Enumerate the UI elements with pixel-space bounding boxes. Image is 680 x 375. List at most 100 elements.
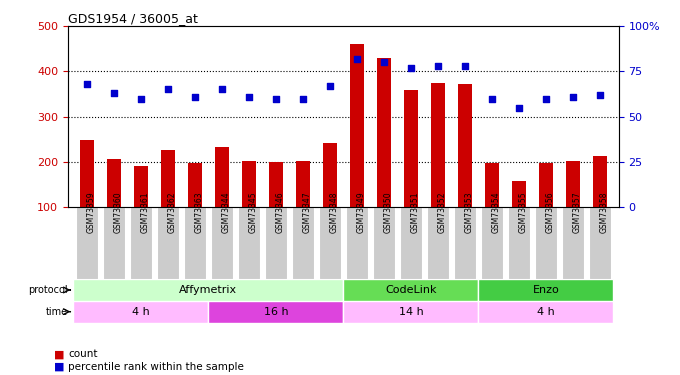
- Text: GSM73356: GSM73356: [546, 192, 555, 234]
- Text: GSM73351: GSM73351: [411, 192, 420, 233]
- Bar: [485, 163, 498, 207]
- Text: count: count: [68, 350, 97, 359]
- Point: [486, 96, 497, 102]
- Bar: [188, 163, 202, 207]
- Point: [541, 96, 551, 102]
- Point: [379, 59, 390, 65]
- Bar: [479, 301, 613, 322]
- Text: protocol: protocol: [28, 285, 67, 295]
- Point: [513, 105, 524, 111]
- Bar: [265, 207, 287, 279]
- Bar: [103, 207, 125, 279]
- Bar: [535, 207, 557, 279]
- Text: GSM73361: GSM73361: [141, 192, 150, 233]
- Text: GSM73345: GSM73345: [249, 192, 258, 234]
- Point: [271, 96, 282, 102]
- Bar: [593, 156, 607, 207]
- Text: GSM73352: GSM73352: [438, 192, 447, 233]
- Text: 4 h: 4 h: [537, 307, 555, 316]
- Bar: [211, 207, 233, 279]
- Bar: [346, 207, 368, 279]
- Bar: [427, 207, 449, 279]
- Bar: [292, 207, 314, 279]
- Bar: [323, 143, 337, 207]
- Point: [568, 94, 579, 100]
- Text: GDS1954 / 36005_at: GDS1954 / 36005_at: [68, 12, 198, 25]
- Text: GSM73363: GSM73363: [195, 192, 204, 234]
- Text: percentile rank within the sample: percentile rank within the sample: [68, 362, 244, 372]
- Bar: [157, 207, 179, 279]
- Point: [82, 81, 92, 87]
- Bar: [80, 140, 94, 207]
- Bar: [350, 44, 364, 207]
- Point: [109, 90, 120, 96]
- Point: [352, 56, 362, 62]
- Point: [594, 92, 605, 98]
- Text: GSM73349: GSM73349: [357, 192, 366, 234]
- Text: GSM73348: GSM73348: [330, 192, 339, 233]
- Text: GSM73357: GSM73357: [573, 192, 582, 234]
- Text: GSM73355: GSM73355: [519, 192, 528, 234]
- Point: [216, 87, 227, 93]
- Bar: [479, 279, 613, 301]
- Bar: [73, 279, 343, 301]
- Text: GSM73362: GSM73362: [168, 192, 177, 233]
- Bar: [512, 181, 526, 207]
- Bar: [343, 279, 479, 301]
- Bar: [562, 207, 584, 279]
- Text: 4 h: 4 h: [132, 307, 150, 316]
- Text: GSM73359: GSM73359: [87, 192, 96, 234]
- Point: [324, 83, 335, 89]
- Point: [405, 65, 416, 71]
- Text: GSM73350: GSM73350: [384, 192, 393, 234]
- Bar: [76, 207, 98, 279]
- Text: 16 h: 16 h: [264, 307, 288, 316]
- Text: GSM73358: GSM73358: [600, 192, 609, 233]
- Point: [297, 96, 308, 102]
- Text: GSM73360: GSM73360: [114, 192, 123, 234]
- Text: time: time: [46, 307, 67, 316]
- Bar: [454, 207, 476, 279]
- Bar: [296, 161, 309, 207]
- Text: ■: ■: [54, 350, 65, 359]
- Bar: [130, 207, 152, 279]
- Bar: [242, 161, 256, 207]
- Bar: [431, 83, 445, 207]
- Bar: [208, 301, 343, 322]
- Bar: [566, 161, 579, 207]
- Bar: [73, 301, 208, 322]
- Bar: [400, 207, 422, 279]
- Bar: [481, 207, 503, 279]
- Bar: [377, 58, 390, 207]
- Text: Enzo: Enzo: [532, 285, 559, 295]
- Point: [163, 87, 173, 93]
- Bar: [107, 159, 120, 207]
- Bar: [238, 207, 260, 279]
- Point: [243, 94, 254, 100]
- Point: [460, 63, 471, 69]
- Bar: [589, 207, 611, 279]
- Point: [135, 96, 146, 102]
- Point: [432, 63, 443, 69]
- Text: ■: ■: [54, 362, 65, 372]
- Bar: [319, 207, 341, 279]
- Text: GSM73346: GSM73346: [276, 192, 285, 234]
- Bar: [184, 207, 206, 279]
- Bar: [373, 207, 395, 279]
- Bar: [458, 84, 472, 207]
- Text: GSM73344: GSM73344: [222, 192, 231, 234]
- Point: [190, 94, 201, 100]
- Text: 14 h: 14 h: [398, 307, 423, 316]
- Bar: [539, 163, 553, 207]
- Text: GSM73347: GSM73347: [303, 192, 312, 234]
- Text: GSM73353: GSM73353: [465, 192, 474, 234]
- Bar: [508, 207, 530, 279]
- Bar: [215, 147, 228, 207]
- Bar: [161, 150, 175, 207]
- Bar: [269, 162, 283, 207]
- Text: CodeLink: CodeLink: [385, 285, 437, 295]
- Bar: [404, 90, 418, 207]
- Text: Affymetrix: Affymetrix: [180, 285, 237, 295]
- Bar: [134, 166, 148, 207]
- Bar: [343, 301, 479, 322]
